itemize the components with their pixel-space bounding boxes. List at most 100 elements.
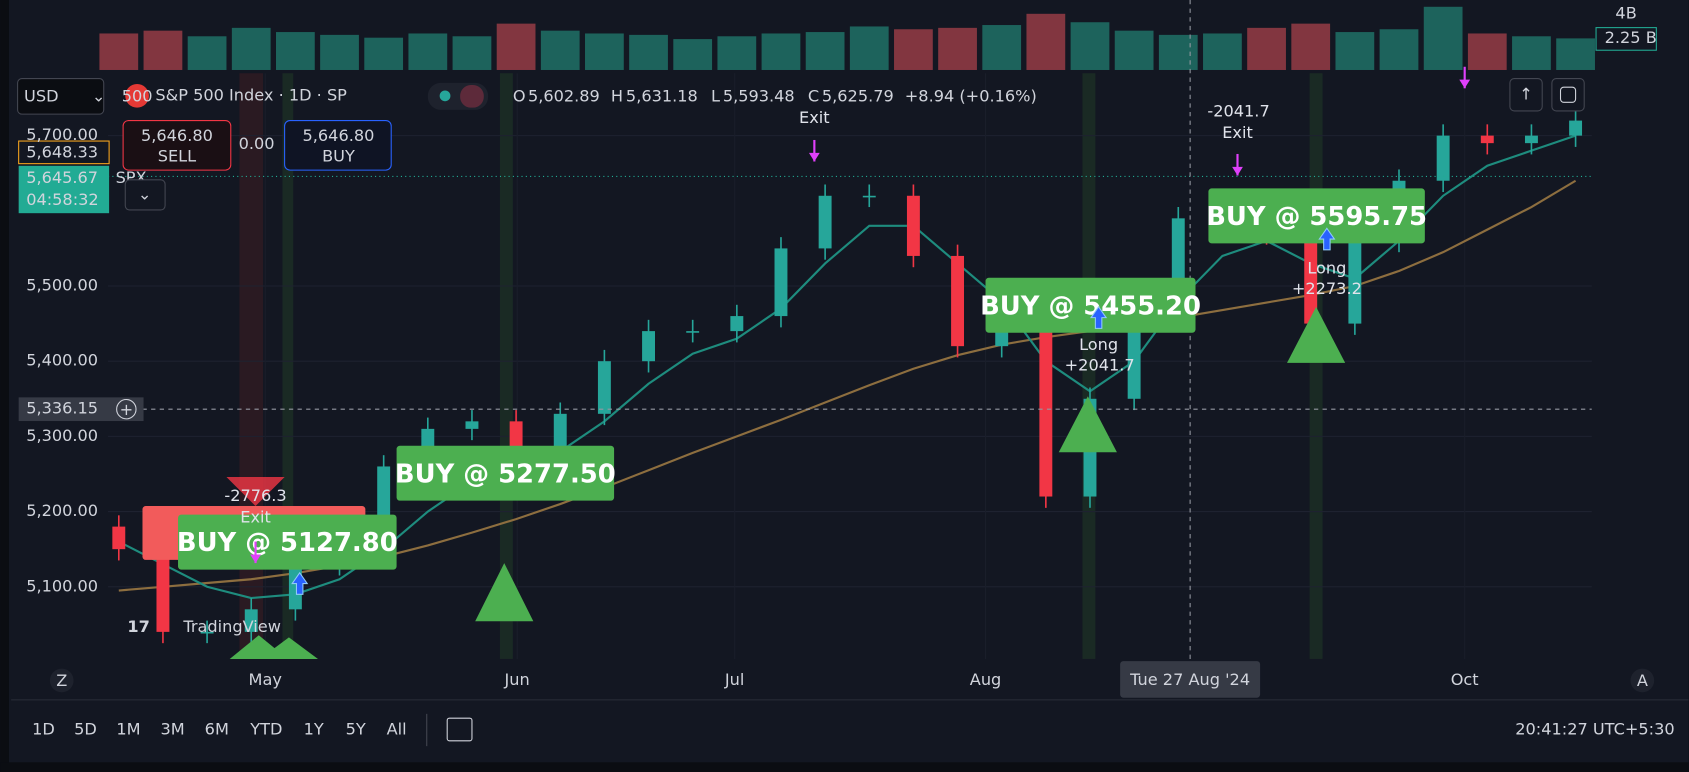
candle-body	[730, 316, 744, 332]
x-tick-label: Jun	[504, 670, 530, 689]
volume-bar	[1379, 29, 1419, 70]
trade-note: Exit	[1222, 123, 1253, 142]
range-button[interactable]: 1D	[32, 720, 55, 739]
calendar-icon[interactable]	[446, 717, 473, 742]
candle-body	[862, 195, 876, 198]
bottom-border	[0, 762, 1689, 772]
add-alert[interactable]	[116, 398, 137, 420]
symbol-icon	[125, 83, 149, 108]
buy-label-box	[178, 514, 397, 570]
candle-body	[465, 421, 479, 429]
sell-price[interactable]: 5,646.80	[141, 126, 213, 145]
volume-bar	[231, 27, 271, 70]
trade-note: +2041.7	[1065, 356, 1135, 375]
prev-price: 5,648.33	[26, 142, 98, 161]
overlay: USD ⌄ 500 S&P 500 Index · 1D · SP O 5,60…	[11, 3, 1689, 747]
exit-arrow-head	[808, 152, 820, 162]
buy-button[interactable]	[284, 120, 392, 171]
y-tick-label: 5,400.00	[26, 351, 98, 370]
up-icon: ↑	[1519, 84, 1533, 103]
candle-body	[112, 526, 126, 550]
range-button[interactable]: 1M	[116, 720, 140, 739]
crosshair-date: Tue 27 Aug '24	[1129, 670, 1250, 689]
buy-label: BUY @ 5277.50	[395, 459, 616, 489]
range-button[interactable]: 6M	[205, 720, 229, 739]
session-band	[239, 73, 264, 659]
spread: 0.00	[239, 134, 275, 153]
candle-body	[200, 631, 214, 634]
volume-bar	[717, 36, 757, 70]
range-button[interactable]: All	[387, 720, 407, 739]
buy-price[interactable]: 5,646.80	[303, 126, 375, 145]
buy-triangle	[1287, 306, 1346, 363]
fullscreen-icon	[1559, 86, 1577, 103]
volume-bar	[894, 29, 933, 70]
volume-bar	[1158, 34, 1198, 70]
crosshair-price-badge	[18, 397, 144, 422]
entry-arrow	[1318, 227, 1336, 251]
volume-bar	[805, 32, 845, 70]
trade-note: Exit	[240, 507, 271, 526]
volume-bar	[849, 26, 889, 70]
scale-z-button[interactable]	[49, 668, 74, 693]
trade-note: -2776.3	[224, 486, 286, 505]
symbol[interactable]: S&P 500 Index · 1D · SP	[155, 85, 347, 104]
buy-triangle	[1058, 396, 1117, 453]
range-button[interactable]: 5D	[74, 720, 97, 739]
candle-body	[156, 549, 170, 632]
buy-label[interactable]: BUY	[322, 147, 355, 166]
volume-bar	[1070, 22, 1110, 70]
scale-a-button[interactable]	[1630, 668, 1655, 693]
candle-body	[1480, 135, 1494, 144]
volume-bar	[1467, 33, 1507, 70]
volume-last-label: 2.25 B	[1605, 28, 1657, 47]
ohlc-o-label: O	[513, 86, 526, 105]
watermark-logo: 17	[127, 617, 149, 636]
candle-body	[906, 195, 920, 256]
session-band	[1082, 73, 1096, 659]
ohlc-c: 5,625.79	[822, 86, 894, 105]
toggle-on	[460, 85, 484, 108]
chevron: ⌄	[92, 86, 106, 105]
candle-body	[1524, 135, 1538, 144]
volume-bar	[320, 34, 359, 70]
range-button[interactable]: 1Y	[304, 720, 324, 739]
up-button[interactable]	[1509, 78, 1543, 112]
entry-arrow	[1090, 305, 1108, 329]
volume-bar	[982, 25, 1022, 70]
volume-bar	[408, 33, 448, 70]
ticker-menu[interactable]	[124, 179, 166, 211]
volume-bar	[585, 33, 624, 70]
currency[interactable]: USD	[24, 86, 59, 105]
candle-body	[597, 361, 611, 414]
x-tick-label: Oct	[1451, 670, 1479, 689]
candle-body	[774, 248, 788, 317]
x-tick-label: Aug	[970, 670, 1002, 689]
ohlc-change: +8.94 (+0.16%)	[905, 86, 1037, 105]
scale-z[interactable]: Z	[56, 671, 67, 690]
volume-bar	[143, 30, 183, 70]
range-button[interactable]: YTD	[249, 720, 282, 739]
range-button[interactable]: 5Y	[346, 720, 366, 739]
currency-select[interactable]	[17, 78, 105, 115]
buy-label: BUY @ 5455.20	[980, 291, 1201, 321]
volume-bar	[673, 39, 713, 70]
candle-body	[818, 195, 832, 249]
last-badge	[18, 165, 110, 214]
toggle-dot	[439, 90, 451, 102]
volume-bar	[496, 23, 536, 70]
range-button[interactable]: 3M	[161, 720, 185, 739]
ticker-chevron: ⌄	[138, 184, 152, 203]
scale-a[interactable]: A	[1637, 671, 1648, 690]
buy-triangle	[475, 563, 534, 622]
left-border	[0, 0, 9, 772]
watermark: TradingView	[182, 617, 281, 636]
trade-note: Exit	[799, 108, 830, 127]
fullscreen-button[interactable]	[1551, 78, 1585, 112]
volume-bar	[1512, 36, 1551, 70]
sell-triangle	[226, 476, 285, 507]
volume-last-badge	[1595, 27, 1657, 51]
sell-button[interactable]	[122, 120, 232, 171]
sell-label[interactable]: SELL	[158, 147, 196, 166]
